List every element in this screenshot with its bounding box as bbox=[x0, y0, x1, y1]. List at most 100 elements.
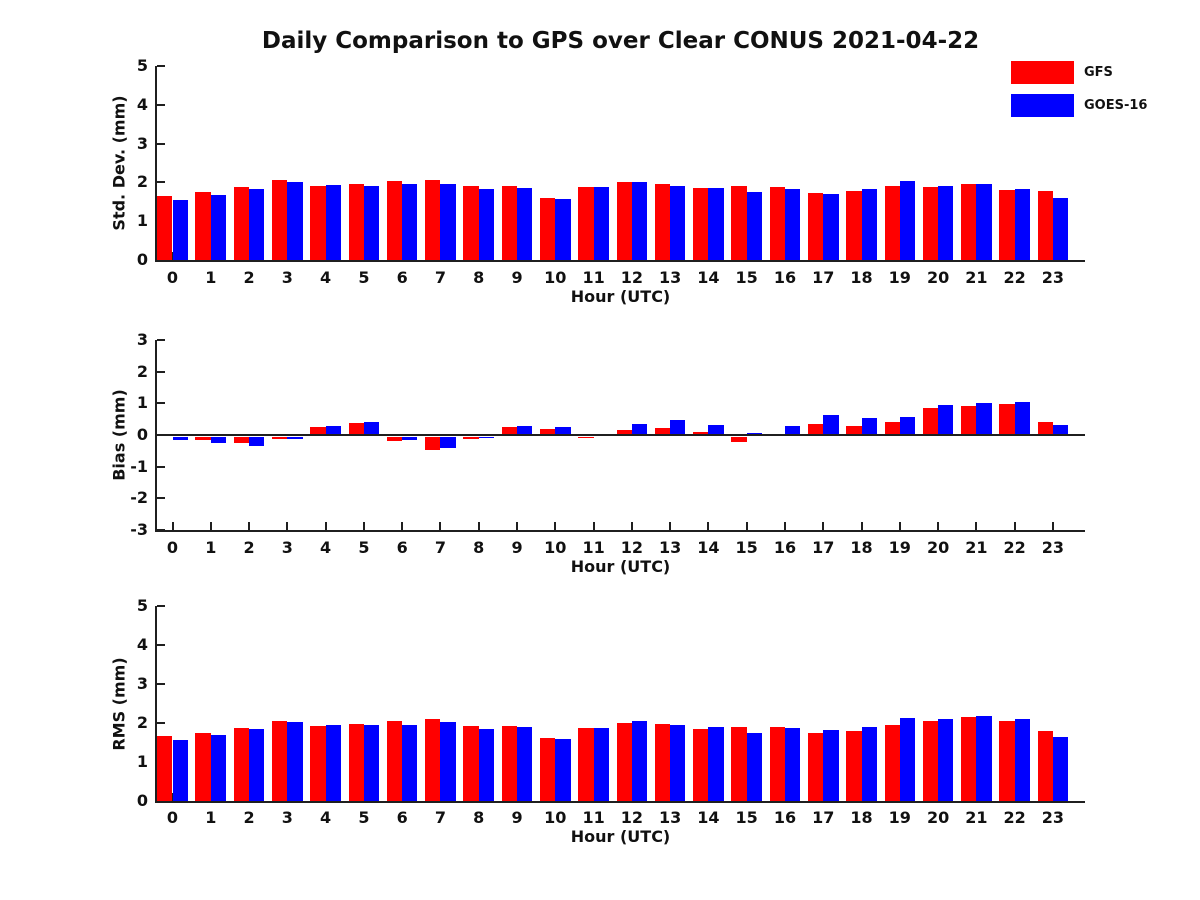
bar-goes-16-h20 bbox=[938, 404, 954, 435]
x-tick-mark bbox=[783, 252, 786, 260]
bar-gfs-h16 bbox=[769, 726, 785, 801]
x-tick-label: 15 bbox=[735, 808, 758, 827]
x-tick-label: 18 bbox=[850, 808, 873, 827]
bar-gfs-h11 bbox=[578, 437, 594, 439]
x-tick-label: 2 bbox=[243, 808, 255, 827]
x-tick-label: 23 bbox=[1041, 268, 1065, 287]
x-tick-label: 23 bbox=[1041, 538, 1065, 557]
x-tick-mark bbox=[516, 522, 519, 530]
legend-label-gfs: GFS bbox=[1084, 65, 1113, 80]
bar-goes-16-h2 bbox=[249, 729, 265, 801]
x-tick-mark bbox=[477, 252, 480, 260]
x-tick-mark bbox=[554, 522, 557, 530]
bar-goes-16-h18 bbox=[861, 188, 877, 260]
bar-gfs-h20 bbox=[922, 407, 939, 435]
bar-goes-16-h9 bbox=[517, 727, 533, 801]
bar-gfs-h23 bbox=[1037, 422, 1053, 435]
bar-goes-16-h3 bbox=[287, 181, 303, 260]
x-tick-label: 16 bbox=[773, 808, 797, 827]
x-tick-mark bbox=[745, 522, 748, 530]
legend-item-gfs: GFS bbox=[1011, 61, 1113, 84]
x-tick-label: 19 bbox=[888, 808, 911, 827]
x-tick-label: 12 bbox=[620, 268, 643, 287]
x-tick-mark bbox=[1013, 252, 1016, 260]
bar-gfs-h7 bbox=[425, 437, 441, 450]
x-tick-label: 20 bbox=[926, 268, 950, 287]
bar-gfs-h23 bbox=[1037, 190, 1053, 260]
x-tick-mark bbox=[248, 793, 251, 801]
bar-goes-16-h2 bbox=[249, 189, 265, 260]
x-tick-label: 7 bbox=[434, 268, 447, 287]
y-tick-mark bbox=[157, 65, 165, 67]
bar-goes-16-h0 bbox=[172, 199, 188, 260]
bar-gfs-h6 bbox=[386, 721, 403, 801]
bar-gfs-h21 bbox=[961, 405, 977, 435]
x-tick-mark bbox=[783, 522, 786, 530]
x-tick-mark bbox=[324, 793, 327, 801]
x-tick-label: 17 bbox=[812, 538, 835, 557]
x-tick-mark bbox=[248, 252, 251, 260]
bar-goes-16-h1 bbox=[210, 735, 227, 801]
bar-gfs-h2 bbox=[233, 727, 250, 801]
x-tick-mark bbox=[477, 793, 480, 801]
x-axis-spine bbox=[155, 260, 1085, 262]
bar-gfs-h17 bbox=[807, 423, 824, 435]
bar-gfs-h19 bbox=[884, 185, 900, 260]
bar-gfs-h18 bbox=[846, 730, 862, 801]
y-tick-label: 1 bbox=[136, 393, 148, 413]
bar-goes-16-h16 bbox=[784, 727, 801, 801]
y-tick-label: 4 bbox=[136, 635, 148, 654]
x-tick-mark bbox=[707, 793, 710, 801]
x-tick-mark bbox=[822, 522, 825, 530]
bar-gfs-h16 bbox=[769, 434, 785, 435]
y-axis-label: Std. Dev. (mm) bbox=[109, 95, 129, 231]
x-tick-mark bbox=[1013, 522, 1016, 530]
x-axis-spine bbox=[155, 530, 1085, 532]
x-tick-mark bbox=[975, 252, 978, 260]
bar-goes-16-h13 bbox=[670, 185, 686, 260]
x-tick-label: 9 bbox=[511, 268, 523, 287]
bar-goes-16-h23 bbox=[1052, 197, 1069, 260]
x-tick-label: 11 bbox=[582, 268, 605, 287]
bar-gfs-h8 bbox=[463, 437, 479, 439]
bar-goes-16-h20 bbox=[938, 719, 954, 801]
x-tick-mark bbox=[975, 522, 978, 530]
x-tick-mark bbox=[209, 522, 212, 530]
x-tick-mark bbox=[401, 522, 404, 530]
x-tick-label: 21 bbox=[965, 808, 988, 827]
bar-gfs-h15 bbox=[731, 186, 747, 260]
x-tick-label: 19 bbox=[888, 538, 911, 557]
bar-gfs-h11 bbox=[578, 728, 594, 801]
x-tick-label: 7 bbox=[434, 538, 447, 557]
y-tick-mark bbox=[157, 181, 165, 184]
x-tick-mark bbox=[554, 793, 557, 801]
bar-gfs-h4 bbox=[310, 427, 326, 435]
y-tick-mark bbox=[157, 644, 165, 646]
x-tick-mark bbox=[362, 522, 365, 530]
x-tick-label: 2 bbox=[243, 538, 255, 557]
y-tick-mark bbox=[157, 605, 165, 607]
x-tick-mark bbox=[669, 252, 672, 260]
bar-goes-16-h15 bbox=[746, 191, 762, 260]
bar-goes-16-h3 bbox=[287, 721, 303, 801]
bar-goes-16-h12 bbox=[631, 181, 648, 260]
x-tick-mark bbox=[860, 522, 863, 530]
y-tick-label: 0 bbox=[136, 791, 148, 810]
bar-goes-16-h1 bbox=[210, 194, 227, 260]
y-tick-label: 5 bbox=[136, 56, 148, 75]
bar-gfs-h9 bbox=[501, 726, 518, 801]
x-tick-mark bbox=[362, 252, 365, 260]
bar-gfs-h13 bbox=[654, 724, 671, 801]
bar-goes-16-h21 bbox=[976, 716, 992, 801]
x-tick-mark bbox=[171, 793, 174, 801]
bar-goes-16-h5 bbox=[363, 724, 380, 801]
x-tick-mark bbox=[898, 252, 901, 260]
x-tick-mark bbox=[669, 522, 672, 530]
legend-item-goes16: GOES-16 bbox=[1011, 94, 1147, 117]
y-tick-label: 0 bbox=[136, 425, 148, 444]
bar-goes-16-h17 bbox=[823, 194, 839, 260]
figure-title: Daily Comparison to GPS over Clear CONUS… bbox=[261, 28, 980, 54]
bar-gfs-h12 bbox=[616, 182, 632, 260]
x-axis-label: Hour (UTC) bbox=[570, 287, 671, 306]
